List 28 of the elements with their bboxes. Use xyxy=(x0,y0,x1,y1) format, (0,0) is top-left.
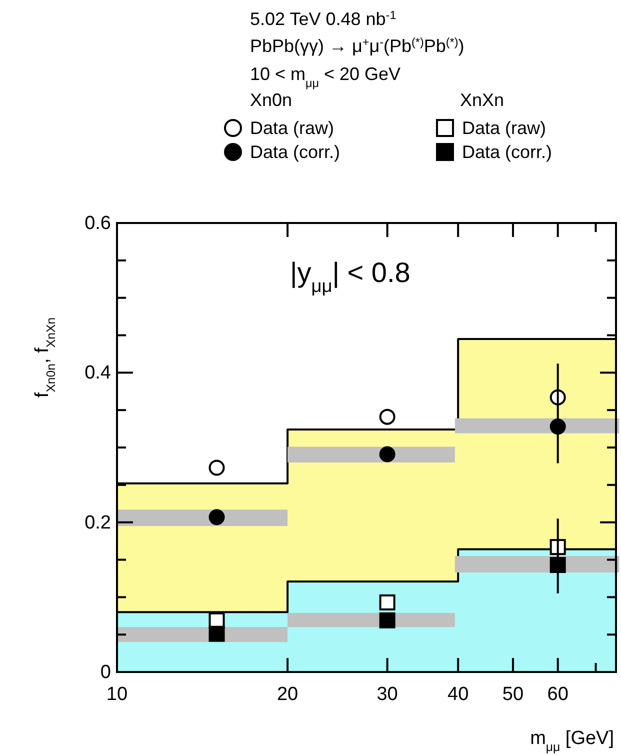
annotation: |y$_{μμ}$| < 0.8 xyxy=(290,257,410,296)
y-tick-label: 0.4 xyxy=(84,362,112,384)
x-axis-title: m$_{μμ}$ [GeV] xyxy=(530,728,614,754)
x-tick-label: 30 xyxy=(376,684,398,705)
point xyxy=(379,594,396,610)
legend-label: Data (raw) xyxy=(250,118,334,138)
x-tick-label: 40 xyxy=(448,684,469,705)
point xyxy=(550,556,566,573)
text: 10 < m$_{μμ}$ < 20 GeV xyxy=(250,64,401,90)
text: XnXn xyxy=(460,90,504,110)
x-tick-label: 20 xyxy=(276,684,298,705)
point xyxy=(208,626,225,642)
point xyxy=(379,612,396,628)
y-tick-label: 0.2 xyxy=(84,512,111,534)
point xyxy=(550,418,566,435)
y-tick-label: 0.6 xyxy=(84,213,111,234)
text: Xn0n xyxy=(250,90,292,110)
point xyxy=(379,446,396,462)
text: PbPb(γγ) → μ$^{+}$μ$^{-}$(Pb$^{(*)}$Pb$^{(*)}$) xyxy=(250,36,464,56)
point xyxy=(208,509,225,526)
legend-label: Data (raw) xyxy=(462,118,546,138)
x-tick-label: 10 xyxy=(106,684,128,705)
x-tick-label: 50 xyxy=(502,684,524,705)
x-tick-label: 60 xyxy=(547,684,568,705)
y-tick-label: 0 xyxy=(100,662,111,683)
chart-title: 5.02 TeV 0.48 nb$^{-1}$ xyxy=(250,8,396,29)
legend-label: Data (corr.) xyxy=(462,142,552,162)
legend-label: Data (corr.) xyxy=(250,142,340,162)
